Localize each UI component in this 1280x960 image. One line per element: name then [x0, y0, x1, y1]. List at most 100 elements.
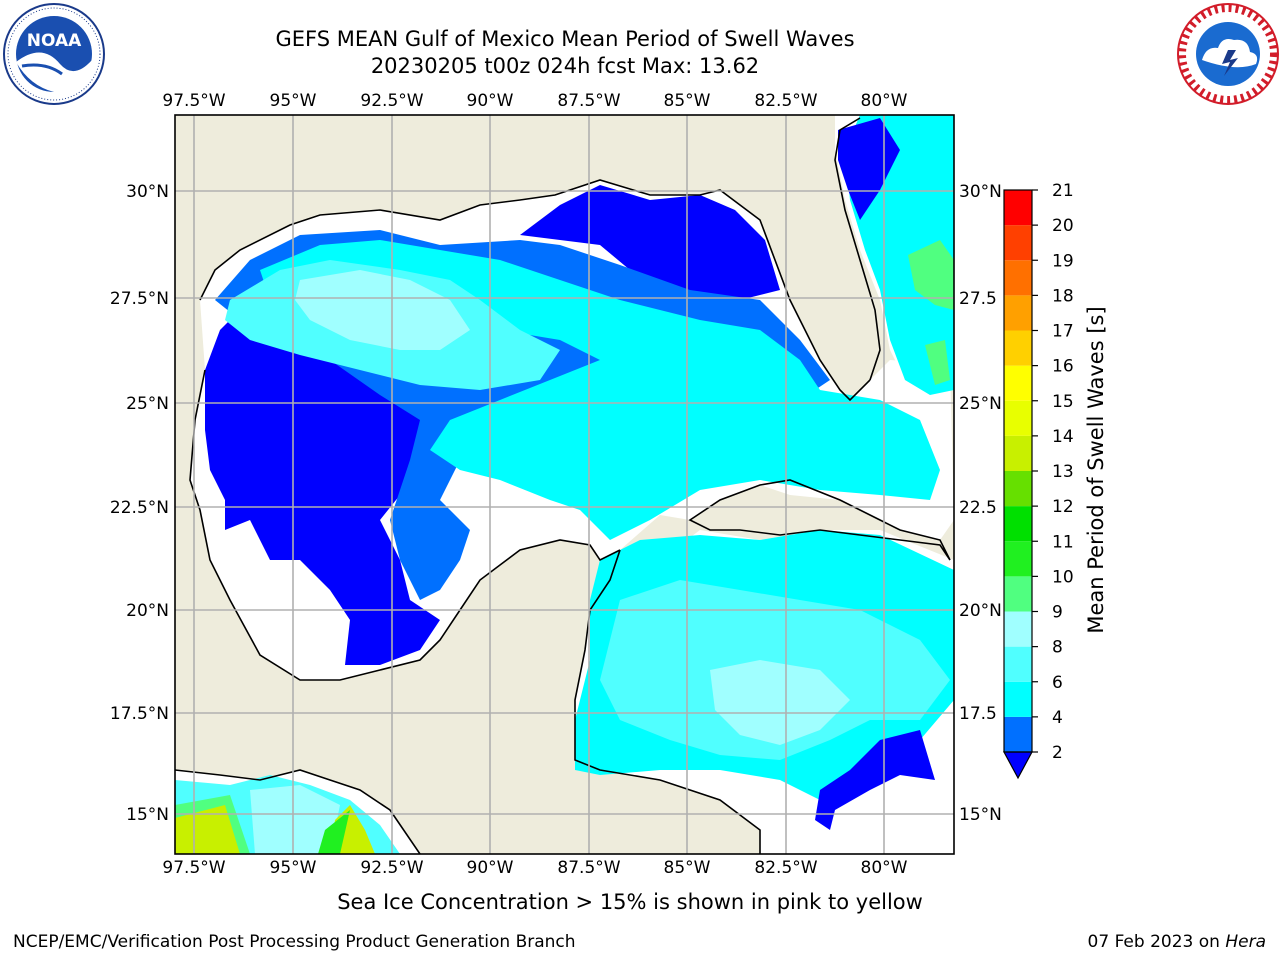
colorbar-tick-label: 4 — [1052, 708, 1063, 728]
gridlines — [175, 115, 954, 854]
lat-label: 20°N — [126, 601, 169, 621]
swell-zone-pacific-11-12s — [318, 810, 350, 854]
footer-date-text: 07 Feb 2023 on — [1087, 932, 1226, 952]
chart-title: GEFS MEAN Gulf of Mexico Mean Period of … — [275, 27, 855, 51]
lon-label: 85°W — [664, 858, 711, 878]
colorbar-segment — [1004, 716, 1032, 752]
coastline-florida-east — [834, 117, 881, 381]
lon-label: 82.5°W — [754, 858, 817, 878]
lat-label: 22.5 — [959, 498, 997, 518]
chart-subtitle: 20230205 t00z 024h fcst Max: 13.62 — [370, 54, 760, 78]
colorbar-tick-label: 19 — [1052, 251, 1074, 271]
colorbar-tick-label: 15 — [1052, 392, 1074, 412]
lon-label: 92.5°W — [360, 91, 423, 111]
swell-zone-atlantic-9-10s — [908, 240, 954, 310]
lat-label: 30°N — [959, 182, 1002, 202]
lon-label: 80°W — [861, 91, 908, 111]
lat-label: 15°N — [126, 805, 169, 825]
colorbar-tick-label: 10 — [1052, 567, 1074, 587]
swell-zone-pacific-9-10s — [250, 785, 340, 854]
colorbar-segment — [1004, 541, 1032, 577]
lon-label: 95°W — [270, 91, 317, 111]
lon-label: 80°W — [861, 858, 908, 878]
colorbar-segment — [1004, 681, 1032, 717]
colorbar-segment — [1004, 225, 1032, 261]
lat-labels-right: 30°N 27.5 25°N 22.5 20°N 17.5 15°N — [959, 182, 1002, 825]
colorbar-segment — [1004, 506, 1032, 542]
lon-label: 82.5°W — [754, 91, 817, 111]
lat-label: 25°N — [126, 394, 169, 414]
lat-label: 27.5°N — [110, 289, 169, 309]
lat-label: 15°N — [959, 805, 1002, 825]
coastline-gulf — [199, 179, 871, 402]
footer-host: Hera — [1225, 932, 1266, 952]
sea-ice-caption: Sea Ice Concentration > 15% is shown in … — [337, 890, 923, 914]
footer-credit: NCEP/EMC/Verification Post Processing Pr… — [13, 932, 576, 952]
coastlines — [175, 117, 951, 854]
lon-label: 90°W — [467, 858, 514, 878]
coastline-cuba — [688, 479, 951, 561]
colorbar-tick-label: 14 — [1052, 427, 1074, 447]
colorbar-segment — [1004, 365, 1032, 401]
lon-label: 95°W — [270, 858, 317, 878]
lat-label: 20°N — [959, 601, 1002, 621]
lat-label: 22.5°N — [110, 498, 169, 518]
colorbar-tick-label: 2 — [1052, 743, 1063, 763]
colorbar-segment — [1004, 646, 1032, 682]
swell-zone-pacific-13-14s — [175, 805, 240, 854]
map-area — [175, 115, 954, 854]
colorbar-tick-label: 21 — [1052, 181, 1074, 201]
lon-label: 97.5°W — [162, 91, 225, 111]
lon-label: 87.5°W — [557, 858, 620, 878]
lon-label: 90°W — [467, 91, 514, 111]
lon-labels-bottom: 97.5°W 95°W 92.5°W 90°W 87.5°W 85°W 82.5… — [162, 858, 907, 878]
colorbar-segment — [1004, 295, 1032, 331]
colorbar-tick-label: 12 — [1052, 497, 1074, 517]
colorbar-title: Mean Period of Swell Waves [s] — [1084, 306, 1108, 634]
lat-label: 25°N — [959, 394, 1002, 414]
lon-label: 87.5°W — [557, 91, 620, 111]
noaa-logo: NOAA — [3, 3, 105, 105]
lat-label: 17.5°N — [110, 704, 169, 724]
lon-label: 92.5°W — [360, 858, 423, 878]
colorbar-tick-label: 11 — [1052, 532, 1074, 552]
coastline-central-america-pacific — [175, 769, 421, 854]
colorbar-segment — [1004, 260, 1032, 296]
colorbar: 2 4 6 8 9 10 11 12 13 14 15 16 17 18 19 20 21 — [1002, 181, 1074, 780]
colorbar-segment — [1004, 190, 1032, 226]
colorbar-extend-arrow — [1002, 751, 1034, 780]
colorbar-tick-label: 9 — [1052, 603, 1063, 623]
lon-labels-top: 97.5°W 95°W 92.5°W 90°W 87.5°W 85°W 82.5… — [162, 91, 907, 111]
colorbar-tick-label: 8 — [1052, 638, 1063, 658]
colorbar-tick-label: 13 — [1052, 462, 1074, 482]
colorbar-tick-label: 18 — [1052, 286, 1074, 306]
lat-label: 27.5 — [959, 289, 997, 309]
footer-date: 07 Feb 2023 on Hera — [1088, 932, 1266, 952]
colorbar-segment — [1004, 435, 1032, 471]
lon-label: 97.5°W — [162, 858, 225, 878]
colorbar-tick-label: 17 — [1052, 322, 1074, 342]
colorbar-tick-label: 6 — [1052, 673, 1063, 693]
lat-label: 17.5 — [959, 704, 997, 724]
swell-zone-caribbean-9-10s — [710, 660, 850, 745]
colorbar-tick-label: 20 — [1052, 216, 1074, 236]
swell-zone-9-10s — [295, 270, 470, 350]
swell-zone-2-4s-north — [520, 185, 780, 300]
colorbar-segment — [1004, 330, 1032, 366]
map-frame — [174, 114, 955, 855]
coastline-yucatan-caribbean — [574, 549, 761, 854]
colorbar-segment — [1004, 576, 1032, 612]
noaa-logo-text: NOAA — [27, 31, 82, 51]
swell-zone-atlantic-9-10s-south — [925, 340, 950, 385]
nws-logo — [1177, 3, 1279, 105]
colorbar-segment — [1004, 471, 1032, 507]
colorbar-tick-label: 16 — [1052, 357, 1074, 377]
lon-label: 85°W — [664, 91, 711, 111]
lat-label: 30°N — [126, 182, 169, 202]
lat-labels-left: 30°N 27.5°N 25°N 22.5°N 20°N 17.5°N 15°N — [110, 182, 169, 825]
colorbar-segment — [1004, 400, 1032, 436]
swell-zone-caribbean-2-4s — [815, 730, 935, 830]
colorbar-segment — [1004, 611, 1032, 647]
coastline-mexico — [189, 369, 621, 681]
